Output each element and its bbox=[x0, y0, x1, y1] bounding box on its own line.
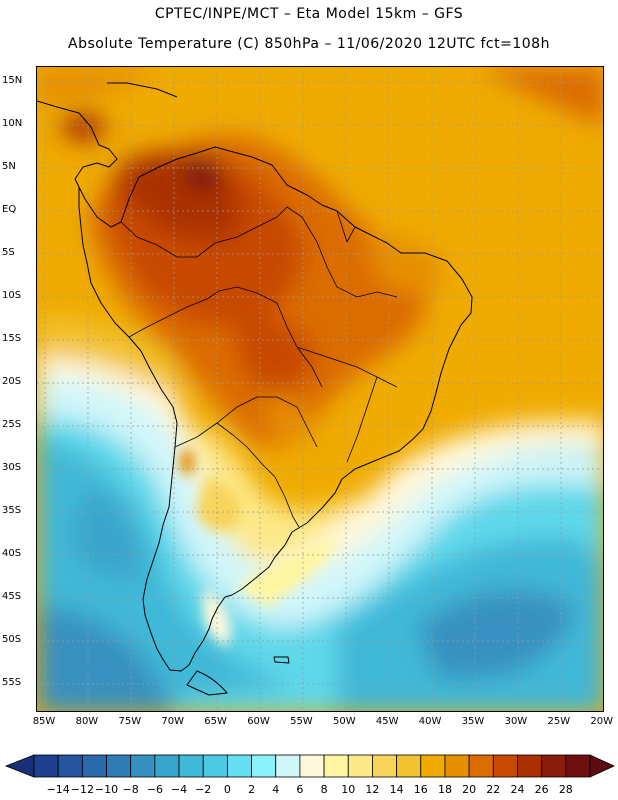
colorbar-swatch bbox=[226, 754, 252, 778]
colorbar-swatch bbox=[178, 754, 204, 778]
longitude-label: 45W bbox=[375, 716, 399, 727]
colorbar-tick-label: 28 bbox=[558, 783, 573, 796]
longitude-label: 60W bbox=[247, 716, 270, 727]
temperature-field-map bbox=[37, 67, 603, 711]
longitude-label: 35W bbox=[461, 716, 485, 727]
colorbar-over-arrow bbox=[589, 754, 615, 778]
longitude-label: 70W bbox=[161, 716, 184, 727]
colorbar-swatch bbox=[33, 754, 59, 778]
colorbar-swatch bbox=[81, 754, 107, 778]
latitude-label: 45S bbox=[2, 591, 22, 602]
colorbar-tick-label: 22 bbox=[486, 783, 501, 796]
longitude-label: 30W bbox=[504, 716, 528, 727]
map-title-line-2: Absolute Temperature (C) 850hPa – 11/06/… bbox=[68, 36, 550, 52]
colorbar-swatch bbox=[154, 754, 180, 778]
colorbar-swatch bbox=[541, 754, 567, 778]
colorbar-tick-label: −6 bbox=[146, 783, 163, 796]
colorbar-tick-label: 4 bbox=[272, 783, 280, 796]
south-america-coastline bbox=[37, 82, 473, 696]
longitude-label: 40W bbox=[418, 716, 442, 727]
map-panel bbox=[36, 66, 604, 712]
latitude-label: 50S bbox=[2, 634, 22, 645]
latitude-label: EQ bbox=[2, 204, 17, 215]
latitude-label: 25S bbox=[2, 419, 22, 430]
colorbar-tick-label: 2 bbox=[248, 783, 256, 796]
colorbar-tick-label: −8 bbox=[122, 783, 139, 796]
colorbar-swatch bbox=[202, 754, 228, 778]
colorbar-swatch bbox=[517, 754, 543, 778]
longitude-label: 85W bbox=[32, 716, 56, 727]
colorbar-swatch bbox=[565, 754, 591, 778]
colorbar-tick-label: 16 bbox=[413, 783, 428, 796]
longitude-label: 25W bbox=[547, 716, 571, 727]
latitude-label: 5S bbox=[2, 247, 15, 258]
colorbar-tick-label: 18 bbox=[437, 783, 452, 796]
colorbar-swatch bbox=[299, 754, 325, 778]
colorbar-swatch bbox=[492, 754, 518, 778]
colorbar-swatch bbox=[420, 754, 446, 778]
colorbar-swatch bbox=[106, 754, 132, 778]
colorbar-tick-label: −2 bbox=[195, 783, 212, 796]
colorbar-tick-label: 0 bbox=[223, 783, 231, 796]
latitude-label: 30S bbox=[2, 462, 22, 473]
colorbar-tick-label: −10 bbox=[94, 783, 119, 796]
colorbar-swatch bbox=[275, 754, 301, 778]
colorbar-swatch bbox=[372, 754, 398, 778]
colorbar-tick-label: 8 bbox=[320, 783, 328, 796]
colorbar-swatch bbox=[130, 754, 156, 778]
latitude-label: 15N bbox=[2, 75, 23, 86]
colorbar-tick-label: 6 bbox=[296, 783, 304, 796]
latitude-label: 55S bbox=[2, 677, 22, 688]
longitude-label: 20W bbox=[590, 716, 613, 727]
colorbar-swatch bbox=[347, 754, 373, 778]
latitude-label: 10N bbox=[2, 118, 23, 129]
colorbar-tick-label: 14 bbox=[389, 783, 404, 796]
temperature-colorbar bbox=[4, 754, 615, 778]
colorbar-tick-label: −14 bbox=[46, 783, 70, 796]
longitude-label: 65W bbox=[204, 716, 227, 727]
colorbar-swatch bbox=[251, 754, 277, 778]
latitude-label: 5N bbox=[2, 161, 16, 172]
colorbar-under-arrow bbox=[4, 754, 35, 778]
colorbar-swatch bbox=[444, 754, 470, 778]
latitude-label: 20S bbox=[2, 376, 22, 387]
temperature-shading bbox=[37, 67, 603, 711]
colorbar-swatch bbox=[323, 754, 349, 778]
latitude-label: 10S bbox=[2, 290, 22, 301]
latitude-label: 40S bbox=[2, 548, 22, 559]
country-borders bbox=[120, 206, 398, 528]
map-title-line-1: CPTEC/INPE/MCT – Eta Model 15km – GFS bbox=[154, 6, 464, 22]
colorbar-tick-label: 20 bbox=[462, 783, 477, 796]
longitude-label: 50W bbox=[332, 716, 356, 727]
longitude-label: 80W bbox=[75, 716, 99, 727]
colorbar-tick-label: 10 bbox=[341, 783, 356, 796]
colorbar-tick-label: 24 bbox=[510, 783, 525, 796]
colorbar-swatch bbox=[468, 754, 494, 778]
colorbar-tick-label: −4 bbox=[170, 783, 188, 796]
colorbar-swatch bbox=[57, 754, 83, 778]
longitude-label: 55W bbox=[290, 716, 313, 727]
colorbar-tick-label: 26 bbox=[534, 783, 549, 796]
longitude-label: 75W bbox=[118, 716, 142, 727]
colorbar-swatch bbox=[396, 754, 422, 778]
colorbar-tick-label: 12 bbox=[365, 783, 380, 796]
latitude-label: 35S bbox=[2, 505, 22, 516]
latitude-label: 15S bbox=[2, 333, 22, 344]
colorbar-tick-label: −12 bbox=[70, 783, 94, 796]
